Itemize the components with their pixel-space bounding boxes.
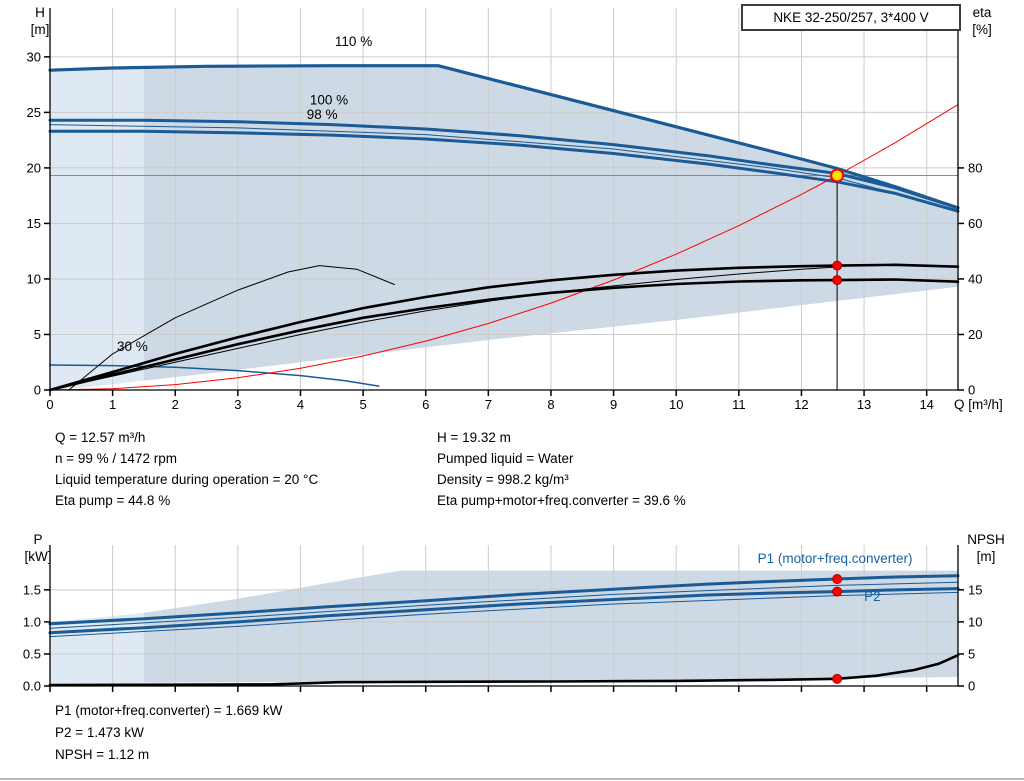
right-tick-label: 20	[968, 327, 982, 342]
left-tick-label: 5	[34, 327, 41, 342]
duty-point	[830, 168, 845, 183]
text-line: Eta pump = 44.8 %	[55, 493, 171, 508]
series-eta-thin-b	[68, 265, 395, 391]
x-tick-label: 7	[485, 397, 492, 412]
series-p-thin-2	[49, 591, 959, 638]
series-curve-98pct	[48, 129, 960, 213]
x-tick-label: 11	[732, 397, 746, 412]
p2-point	[832, 586, 843, 597]
x-tick-label: 12	[794, 397, 808, 412]
text-line: Density = 998.2 kg/m³	[437, 472, 569, 487]
band-envelope-light	[50, 66, 144, 391]
text-line: P2 = 1.473 kW	[55, 725, 144, 740]
left-tick-label: 0.5	[23, 646, 41, 661]
left-tick-label: 20	[27, 160, 41, 175]
left-tick-label: 10	[27, 271, 41, 286]
left-tick-label: 30	[27, 49, 41, 64]
left-tick-label: 0	[34, 383, 41, 398]
right-tick-label: 60	[968, 216, 982, 231]
right-tick-label: 0	[968, 383, 975, 398]
text-line: Liquid temperature during operation = 20…	[55, 472, 319, 487]
npsh-axis-symbol: NPSH	[967, 532, 1005, 547]
npsh-axis-unit: [m]	[976, 549, 996, 564]
h-axis-title: H [m]	[20, 4, 60, 38]
x-tick-label: 9	[610, 397, 617, 412]
annotation-p1-motor-freq-converter-: P1 (motor+freq.converter)	[758, 551, 913, 566]
eta-axis-unit: [%]	[972, 22, 992, 37]
series-npsh-curve	[48, 653, 960, 687]
x-tick-label: 3	[234, 397, 241, 412]
text-line: H = 19.32 m	[437, 430, 511, 445]
right-tick-label: 5	[968, 646, 975, 661]
left-tick-label: 25	[27, 105, 41, 120]
duty-info-left: Q = 12.57 m³/h n = 99 % / 1472 rpm Liquid …	[55, 427, 318, 511]
x-tick-label: 0	[46, 397, 53, 412]
series-curve-100pct	[48, 118, 960, 210]
duty-info-right: H = 19.32 m Pumped liquid = Water Density …	[437, 427, 686, 511]
eta-axis-symbol: eta	[972, 5, 992, 20]
series-curve-30pct	[49, 364, 380, 387]
right-tick-label: 80	[968, 160, 982, 175]
p1-point	[832, 574, 843, 585]
h-axis-unit: [m]	[30, 22, 50, 37]
left-tick-label: 1.5	[23, 582, 41, 597]
annotation-98-: 98 %	[307, 107, 338, 122]
p-axis-symbol: P	[33, 532, 43, 547]
x-tick-label: 13	[857, 397, 871, 412]
p-axis-unit: [kW]	[24, 549, 52, 564]
annotation-110-: 110 %	[335, 34, 372, 49]
npsh-point	[832, 673, 843, 684]
series-p-thin-1	[49, 581, 959, 629]
h-axis-symbol: H	[35, 5, 45, 20]
series-p1-curve	[48, 574, 960, 626]
series-eta-thin-a	[49, 266, 838, 391]
x-tick-label: 2	[172, 397, 179, 412]
series-curve-110pct	[48, 64, 960, 210]
pump-model-title: NKE 32-250/257, 3*400 V	[741, 4, 961, 31]
bottom-separator	[0, 778, 1024, 780]
series-eta-pump	[48, 263, 960, 392]
x-tick-label: 14	[919, 397, 933, 412]
right-tick-label: 0	[968, 679, 975, 694]
annotation-100-: 100 %	[310, 93, 348, 108]
series-system-curve	[49, 104, 959, 391]
right-tick-label: 10	[968, 614, 982, 629]
annotation-p2: P2	[864, 589, 881, 604]
right-tick-label: 40	[968, 271, 982, 286]
eta-pump-point	[832, 260, 843, 271]
text-line: Pumped liquid = Water	[437, 451, 574, 466]
result-values: P1 (motor+freq.converter) = 1.669 kW P2 =…	[55, 700, 282, 766]
series-p2-curve	[48, 587, 960, 635]
x-tick-label: 4	[297, 397, 304, 412]
left-tick-label: 0.0	[23, 679, 41, 694]
npsh-axis-title: NPSH [m]	[958, 531, 1014, 565]
x-tick-label: 1	[109, 397, 116, 412]
eta-axis-title: eta [%]	[962, 4, 1002, 38]
p-axis-title: P [kW]	[16, 531, 60, 565]
x-tick-label: 6	[422, 397, 429, 412]
series-eta-total	[48, 278, 960, 392]
right-tick-label: 15	[968, 582, 982, 597]
left-tick-label: 15	[27, 216, 41, 231]
eta-total-point	[832, 275, 843, 286]
text-line: n = 99 % / 1472 rpm	[55, 451, 177, 466]
annotation-30-: 30 %	[117, 339, 148, 354]
left-tick-label: 1.0	[23, 614, 41, 629]
x-tick-label: 10	[669, 397, 683, 412]
text-line: Eta pump+motor+freq.converter = 39.6 %	[437, 493, 686, 508]
x-tick-label: 8	[547, 397, 554, 412]
x-tick-label: 5	[359, 397, 366, 412]
text-line: Q = 12.57 m³/h	[55, 430, 146, 445]
q-axis-title: Q [m³/h]	[954, 397, 1003, 412]
text-line: P1 (motor+freq.converter) = 1.669 kW	[55, 703, 283, 718]
text-line: NPSH = 1.12 m	[55, 747, 150, 762]
